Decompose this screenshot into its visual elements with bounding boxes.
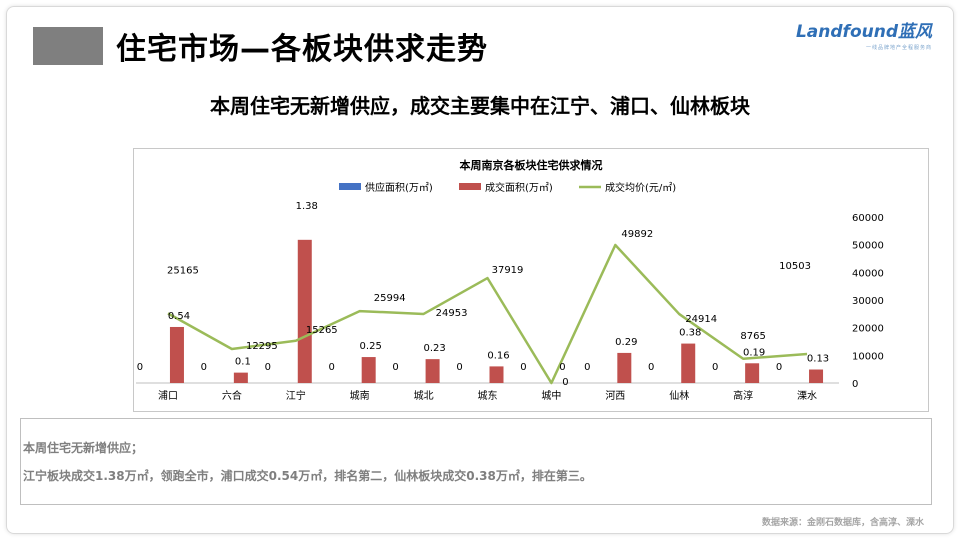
chart-axes: 00.20.40.60.811.21.41.601000020000300004… — [136, 213, 884, 402]
chart-title: 本周南京各板块住宅供求情况 — [460, 158, 603, 172]
price-value-label: 8765 — [740, 331, 765, 342]
chart-line — [167, 243, 808, 385]
slide-frame — [6, 6, 954, 534]
price-value-label: 25994 — [374, 293, 406, 304]
price-value-label: 10503 — [779, 261, 811, 272]
supply-value-label: 0 — [265, 362, 271, 373]
legend-label: 供应面积(万㎡) — [365, 181, 433, 194]
supply-value-label: 0 — [648, 362, 654, 373]
deal-value-label: 0 — [559, 362, 565, 373]
deal-bar — [233, 372, 248, 383]
deal-value-label: 0.1 — [235, 357, 251, 368]
note-transactions: 江宁板块成交1.38万㎡，领跑全市，浦口成交0.54万㎡，排名第二，仙林板块成交… — [23, 469, 592, 483]
y-right-tick-label: 50000 — [852, 241, 884, 252]
x-tick-label: 溧水 — [797, 389, 817, 402]
x-tick-label: 六合 — [222, 389, 242, 402]
deal-bar — [489, 366, 504, 383]
y-right-tick-label: 30000 — [852, 296, 884, 307]
y-right-tick-label: 0 — [852, 379, 858, 390]
price-value-label: 24914 — [685, 314, 717, 325]
deal-bar — [745, 363, 760, 383]
price-value-label: 25165 — [167, 265, 199, 276]
deal-bar — [809, 369, 824, 383]
page-subtitle: 本周住宅无新增供应，成交主要集中在江宁、浦口、仙林板块 — [210, 94, 750, 118]
supply-value-label: 0 — [584, 362, 590, 373]
supply-value-label: 0 — [520, 362, 526, 373]
deal-value-label: 0.54 — [168, 311, 190, 322]
legend-swatch-bar — [339, 183, 361, 190]
x-tick-label: 城南 — [350, 389, 370, 402]
x-tick-label: 城中 — [541, 389, 561, 402]
supply-value-label: 0 — [137, 362, 143, 373]
x-tick-label: 浦口 — [158, 389, 178, 402]
price-value-label: 12295 — [246, 341, 278, 352]
legend-label: 成交面积(万㎡) — [485, 181, 553, 194]
deal-value-label: 0.23 — [423, 343, 445, 354]
x-tick-label: 河西 — [605, 390, 625, 402]
deal-bar — [425, 359, 440, 383]
y-right-tick-label: 40000 — [852, 268, 884, 279]
y-right-tick-label: 10000 — [852, 351, 884, 362]
supply-value-label: 0 — [712, 362, 718, 373]
supply-value-label: 0 — [776, 362, 782, 373]
deal-value-label: 0.25 — [360, 341, 382, 352]
note-supply: 本周住宅无新增供应； — [23, 441, 144, 455]
logo-tagline: 一线品牌地产全程服务商 — [865, 45, 932, 51]
x-tick-label: 城东 — [478, 389, 498, 402]
deal-value-label: 0.13 — [807, 354, 829, 365]
chart-panel: 本周南京各板块住宅供求情况 供应面积(万㎡) 成交面积(万㎡) 成交均价(元/㎡) … — [133, 148, 929, 412]
y-right-tick-label: 20000 — [852, 324, 884, 335]
legend-label: 成交均价(元/㎡) — [605, 181, 676, 194]
deal-bar — [681, 343, 696, 383]
deal-value-label: 1.38 — [296, 201, 318, 212]
x-tick-label: 仙林 — [669, 389, 689, 402]
price-line — [167, 243, 808, 385]
brand-logo: Landfound蓝风 一线品牌地产全程服务商 — [796, 17, 932, 51]
supply-value-label: 0 — [392, 362, 398, 373]
chart-legend: 供应面积(万㎡) 成交面积(万㎡) 成交均价(元/㎡) — [339, 181, 676, 194]
chart-bars — [169, 239, 824, 383]
deal-value-label: 0.16 — [487, 350, 509, 361]
x-tick-label: 江宁 — [286, 389, 306, 402]
price-value-label: 0 — [562, 377, 568, 388]
supply-value-label: 0 — [328, 362, 334, 373]
x-tick-label: 城北 — [414, 390, 434, 402]
deal-value-label: 0.38 — [679, 328, 701, 339]
deal-bar — [361, 357, 376, 383]
notes-panel: 本周住宅无新增供应； 江宁板块成交1.38万㎡，领跑全市，浦口成交0.54万㎡，… — [20, 418, 932, 505]
price-value-label: 15265 — [306, 325, 338, 336]
data-source: 数据来源：金刚石数据库，含高淳、溧水 — [761, 518, 924, 528]
supply-value-label: 0 — [456, 362, 462, 373]
price-value-label: 24953 — [436, 308, 468, 319]
deal-value-label: 0.29 — [615, 337, 637, 348]
page-title: 住宅市场—各板块供求走势 — [116, 32, 488, 67]
deal-value-label: 0.19 — [743, 347, 765, 358]
legend-swatch-bar — [459, 183, 481, 190]
supply-demand-chart: 本周南京各板块住宅供求情况 供应面积(万㎡) 成交面积(万㎡) 成交均价(元/㎡) … — [136, 158, 884, 402]
x-tick-label: 高淳 — [733, 389, 753, 402]
supply-value-label: 0 — [201, 362, 207, 373]
chart-data-labels: 0 0 0 0 0 0 0 0 0 0 0 0.54 0.1 1.38 0.25 0.23 0.16 0 0.29 0… — [137, 201, 829, 388]
deal-bar — [617, 352, 632, 383]
deal-bar — [169, 326, 184, 383]
y-right-tick-label: 60000 — [852, 213, 884, 224]
deal-bar — [297, 239, 312, 383]
title-accent-block — [33, 27, 103, 65]
price-value-label: 37919 — [492, 265, 524, 276]
logo-name: Landfound蓝风 — [795, 22, 932, 42]
price-value-label: 49892 — [621, 229, 653, 240]
